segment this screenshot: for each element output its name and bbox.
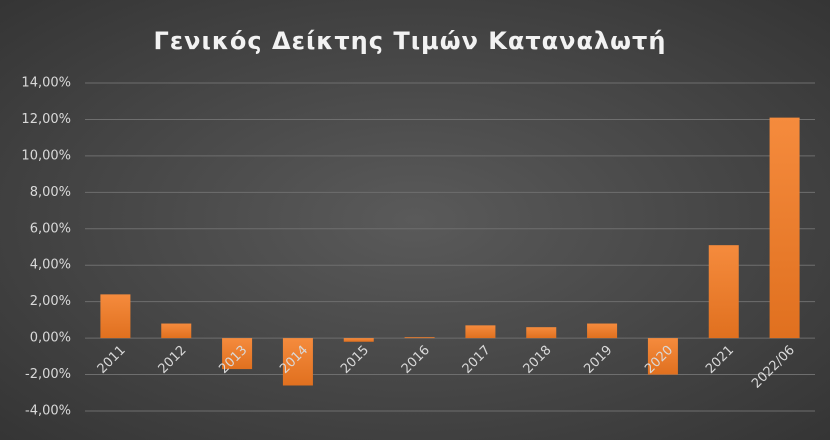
y-tick-label: -2,00%	[25, 367, 71, 382]
bar	[343, 338, 374, 342]
bar	[708, 245, 739, 339]
bar	[647, 338, 678, 375]
y-tick-label: 0,00%	[30, 331, 71, 346]
y-tick-label: 14,00%	[21, 76, 71, 91]
bar	[526, 327, 557, 339]
bar	[587, 323, 618, 339]
y-tick-label: 8,00%	[30, 185, 71, 200]
y-tick-label: 12,00%	[21, 112, 71, 127]
bar	[404, 337, 435, 339]
y-tick-label: 6,00%	[30, 221, 71, 236]
bar	[282, 338, 313, 386]
bar	[465, 325, 496, 339]
y-tick-label: -4,00%	[25, 404, 71, 419]
bar	[222, 338, 253, 370]
y-tick-label: 4,00%	[30, 258, 71, 273]
bar	[769, 117, 800, 339]
y-tick-label: 2,00%	[30, 294, 71, 309]
chart-title: Γενικός Δείκτης Τιμών Καταναλωτή	[154, 27, 667, 55]
y-tick-label: 10,00%	[21, 148, 71, 163]
bar	[161, 323, 192, 339]
bar	[100, 294, 131, 339]
